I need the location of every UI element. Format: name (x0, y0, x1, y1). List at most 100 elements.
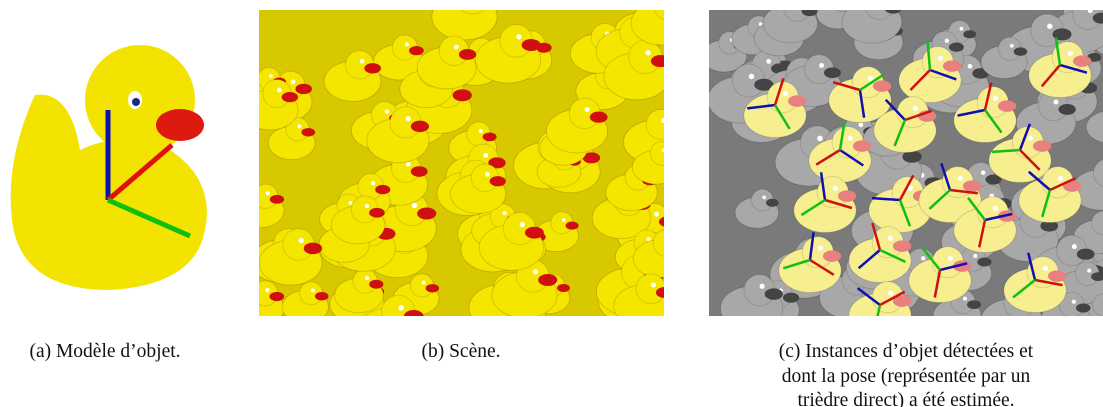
duck-eye (661, 118, 666, 123)
duck-beak (788, 95, 806, 106)
duck-beak (490, 176, 506, 186)
duck-body (631, 2, 692, 46)
duck-eye (1072, 300, 1076, 304)
duck-eye (266, 191, 270, 195)
duck-beak (411, 166, 428, 177)
duck-eye (766, 59, 771, 64)
duck-beak (557, 284, 570, 292)
duck-eye (879, 0, 884, 3)
duck-beak (417, 208, 436, 220)
duck-eye (277, 88, 282, 93)
duck-beak (315, 292, 329, 300)
duck-beak (1014, 47, 1027, 55)
duck-eye (298, 124, 302, 128)
duck-beak (671, 242, 687, 252)
duck-beak (295, 84, 312, 94)
scene-image (234, 0, 693, 330)
duck-eye (938, 56, 943, 61)
duck-eye (520, 222, 525, 227)
duck-eye (818, 246, 823, 251)
duck-beak (1096, 0, 1103, 7)
duck-eye (662, 148, 666, 152)
duck-beak (977, 258, 991, 267)
duck-head (833, 0, 855, 12)
duck-eye (859, 123, 864, 128)
duck-eye (1072, 244, 1077, 249)
caption-line: (b) Scène. (261, 340, 661, 365)
duck-beak (478, 0, 497, 8)
duck-eye (945, 39, 949, 43)
duck-beak (1048, 270, 1066, 281)
caption-line: trièdre direct) a été estimée. (706, 389, 1103, 407)
duck-beak (783, 293, 799, 303)
duck-beak (824, 67, 841, 78)
duck-eye (291, 80, 296, 85)
duck-beak (522, 39, 541, 51)
figure-images (0, 0, 1103, 330)
duck-beak (590, 112, 608, 123)
duck-eye (848, 136, 853, 141)
duck-eye (533, 269, 538, 274)
duck-eye (645, 50, 651, 56)
duck-beak (949, 42, 964, 51)
duck-beak (651, 55, 670, 67)
duck-eye (265, 288, 269, 292)
duck-beak (375, 185, 390, 194)
duck-eye (797, 2, 802, 7)
duck-head (650, 141, 674, 165)
duck-beak (943, 60, 961, 71)
duck-eye (269, 74, 273, 78)
duck-eye (405, 42, 409, 46)
duck-beak (873, 80, 891, 91)
duck-eye (868, 76, 873, 81)
duck-beak (1076, 303, 1091, 312)
duck-eye (483, 153, 488, 158)
duck-eye (1028, 136, 1033, 141)
duck-beak (963, 30, 976, 38)
duck-beak (426, 284, 439, 292)
caption-line: (a) Modèle d’objet. (0, 340, 305, 365)
duck-eye (973, 254, 977, 258)
figure: (a) Modèle d’objet.(b) Scène.(c) Instanc… (0, 0, 1103, 407)
duck-beak (1077, 249, 1095, 260)
duck-eye (1088, 8, 1093, 13)
duck-beak (369, 280, 383, 289)
duck-eye (406, 162, 411, 167)
duck-eye (669, 0, 674, 4)
duck-eye (1087, 269, 1091, 273)
duck-body (842, 1, 902, 43)
duck-eye (479, 129, 483, 133)
duck-eye (968, 64, 973, 69)
duck-eye (1010, 44, 1014, 48)
duck-beak (766, 199, 779, 207)
duck-eye (311, 288, 315, 292)
duck-head (646, 109, 676, 139)
duck-eye (1058, 176, 1063, 181)
duck-eye (759, 284, 764, 289)
duck-eye (958, 176, 963, 181)
duck-beak (525, 227, 544, 239)
duck-beak (301, 128, 315, 137)
duck-beak (802, 6, 818, 16)
duck-eye (960, 27, 964, 31)
duck-eye (654, 212, 659, 217)
duck-eye (562, 218, 566, 222)
duck-beak (823, 250, 841, 261)
caption: (a) Modèle d’objet. (0, 340, 305, 365)
duck-eye (1047, 24, 1052, 29)
duck-beak (459, 49, 476, 60)
duck-beak (538, 274, 557, 286)
duck-beak (765, 288, 783, 299)
duck-eye (948, 256, 953, 261)
detection-image (702, 0, 1103, 330)
caption: (b) Scène. (261, 340, 661, 365)
duck-body (267, 315, 315, 330)
duck-eye (817, 136, 823, 142)
duck-eye (585, 107, 590, 112)
duck-beak (1033, 140, 1051, 151)
duck-beak (269, 292, 284, 301)
duck-beak (483, 132, 497, 141)
duck-beak (884, 3, 901, 14)
duck-eye (833, 186, 838, 191)
duck-eye (963, 297, 967, 301)
